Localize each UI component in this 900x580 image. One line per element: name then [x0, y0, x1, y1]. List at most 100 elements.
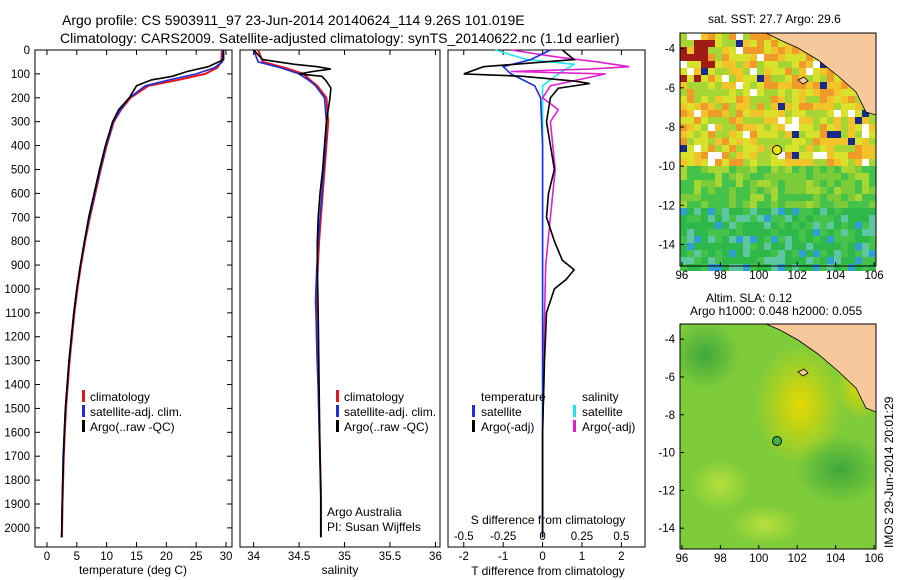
difference-series [463, 49, 630, 538]
sst-cell [813, 208, 820, 215]
sst-cell [729, 54, 736, 61]
sst-cell [715, 47, 722, 54]
sst-cell [799, 180, 806, 187]
sst-cell [701, 75, 708, 82]
sst-cell [862, 166, 869, 173]
sst-cell [778, 194, 785, 201]
sst-cell [708, 173, 715, 180]
sst-cell [813, 110, 820, 117]
sst-cell [785, 103, 792, 110]
sst-cell [764, 145, 771, 152]
sst-cell [848, 131, 855, 138]
sst-cell [827, 75, 834, 82]
sst-cell [806, 138, 813, 145]
sst-cell [680, 173, 687, 180]
sst-cell [785, 145, 792, 152]
sst-cell [764, 82, 771, 89]
map-lon-label: 102 [788, 553, 807, 565]
sst-cell [778, 201, 785, 208]
depth-tick-label: 1800 [4, 475, 30, 487]
sst-cell [729, 152, 736, 159]
sla-map-title-1: Altim. SLA: 0.12 [706, 291, 792, 305]
sst-cell [729, 236, 736, 243]
sst-cell [806, 194, 813, 201]
sst-cell [813, 152, 820, 159]
sst-cell [827, 159, 834, 166]
sst-cell [757, 110, 764, 117]
sst-cell [729, 145, 736, 152]
sst-cell [722, 40, 729, 47]
sst-cell [862, 257, 869, 264]
sst-cell [827, 236, 834, 243]
sst-cell [806, 110, 813, 117]
sst-cell [687, 124, 694, 131]
sst-cell [855, 152, 862, 159]
sst-cell [743, 103, 750, 110]
sst-cell [848, 208, 855, 215]
sst-cell [813, 159, 820, 166]
sst-cell [813, 201, 820, 208]
sst-cell [680, 68, 687, 75]
sst-cell [820, 117, 827, 124]
sst-cell [715, 131, 722, 138]
sst-cell [771, 54, 778, 61]
sst-cell [869, 201, 876, 208]
sst-cell [736, 47, 743, 54]
sst-cell [687, 159, 694, 166]
sst-cell [827, 152, 834, 159]
sst-cell [806, 89, 813, 96]
sst-cell [855, 215, 862, 222]
sst-cell [701, 215, 708, 222]
sst-cell [834, 166, 841, 173]
sst-map: sat. SST: 27.7 Argo: 29.6 96 98 100 102 104 1… [658, 12, 883, 282]
sst-cell [736, 250, 743, 257]
sst-cell [708, 243, 715, 250]
sla-low-anomaly-2 [795, 435, 876, 505]
sst-cell [729, 201, 736, 208]
sst-cell [715, 222, 722, 229]
sst-cell [701, 117, 708, 124]
sla-mid-anomaly-2 [730, 505, 800, 545]
map-lon-label: 100 [749, 270, 768, 282]
sst-cell [869, 194, 876, 201]
sst-cell [743, 82, 750, 89]
sst-cell [743, 215, 750, 222]
sst-cell [841, 250, 848, 257]
sst-cell [715, 159, 722, 166]
difference-s-tick-label: -0.5 [454, 531, 474, 543]
sst-cell [687, 138, 694, 145]
legend-swatch-climatology [336, 390, 339, 402]
sst-cell [792, 103, 799, 110]
sst-cell [687, 257, 694, 264]
sst-cell [750, 47, 757, 54]
sst-cell [708, 103, 715, 110]
sst-cell [771, 215, 778, 222]
sst-cell [701, 131, 708, 138]
sst-cell [750, 243, 757, 250]
sst-cell [729, 173, 736, 180]
sst-cell [771, 166, 778, 173]
sst-cell [827, 201, 834, 208]
temperature-tick-label: 20 [160, 551, 173, 563]
sst-cell [694, 61, 701, 68]
temperature-tick-label: 10 [100, 551, 113, 563]
sst-cell [806, 131, 813, 138]
sst-cell [869, 215, 876, 222]
series-line-argo-raw-qc- [60, 50, 225, 538]
sst-cell [687, 187, 694, 194]
depth-tick-label: 0 [24, 45, 30, 57]
sst-cell [743, 194, 750, 201]
sst-cell [750, 194, 757, 201]
legend-label-satellite-adj: satellite-adj. clim. [344, 405, 436, 419]
sst-cell [757, 166, 764, 173]
sst-cell [785, 82, 792, 89]
sst-cell [841, 110, 848, 117]
sst-cell [771, 61, 778, 68]
sst-cell [848, 117, 855, 124]
sst-cell [848, 110, 855, 117]
sst-cell [771, 257, 778, 264]
sst-cell [792, 82, 799, 89]
sst-cell [806, 229, 813, 236]
sst-cell [680, 180, 687, 187]
sst-cell [722, 236, 729, 243]
